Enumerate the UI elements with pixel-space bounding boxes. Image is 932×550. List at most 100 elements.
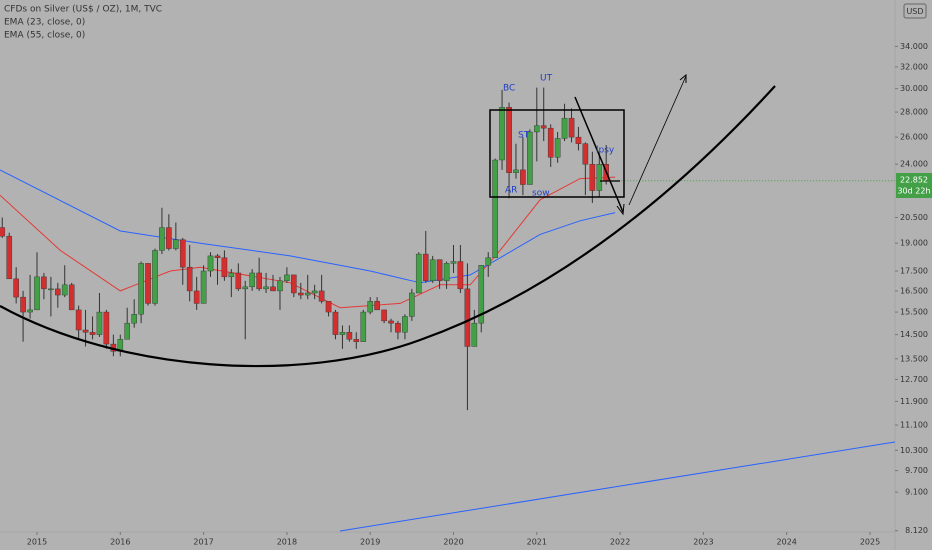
candle-body (534, 125, 540, 133)
candle-body (415, 253, 422, 294)
candle-body (89, 332, 96, 335)
candle-body (492, 159, 498, 258)
candle-body (575, 136, 582, 144)
y-tick-label: 13.500 (900, 354, 928, 363)
y-tick-label: 8.120 (905, 526, 928, 535)
candle-body (527, 131, 533, 185)
projection-arrow (628, 75, 687, 206)
y-tick-label: 28.000 (900, 108, 928, 117)
candle-body (75, 309, 82, 331)
y-tick-label: 20.500 (900, 213, 928, 222)
candle-body (304, 292, 311, 296)
y-tick-label: 34.000 (900, 42, 928, 51)
candle-body (422, 253, 429, 282)
candle-body (152, 250, 158, 304)
candle-body (284, 274, 290, 282)
x-tick-label: 2023 (693, 538, 713, 547)
candle-body (173, 239, 179, 249)
candle-body (353, 339, 360, 342)
y-tick-label: 11.100 (900, 420, 928, 429)
candle-body (34, 276, 40, 311)
candle-body (325, 301, 332, 313)
y-tick-label: 19.000 (900, 239, 928, 248)
y-tick-label: 17.500 (900, 267, 928, 276)
candle-body (214, 255, 221, 258)
candle-body (388, 320, 394, 324)
candle-body (499, 107, 505, 161)
legend-entry: EMA (23, close, 0) (4, 18, 85, 28)
candle-body (409, 292, 415, 317)
y-tick-label: 16.500 (900, 286, 928, 295)
annotation: UT (540, 74, 553, 84)
candle-body (249, 272, 255, 288)
candle-body (464, 288, 471, 347)
candle-body (96, 311, 103, 335)
chart-title: CFDs on Silver (US$ / OZ), 1M, TVC (4, 5, 162, 15)
last-price: 22.852 (900, 176, 928, 185)
legend-entry: EMA (55, close, 0) (4, 31, 85, 41)
y-tick-label: 30.000 (900, 84, 928, 93)
x-tick-label: 2019 (360, 538, 380, 547)
candle-body (55, 288, 61, 296)
candle-body (277, 280, 283, 292)
candle-body (0, 227, 6, 237)
x-tick-label: 2015 (27, 538, 47, 547)
candle-body (381, 309, 387, 322)
candle-body (263, 286, 269, 290)
y-tick-label: 26.000 (900, 133, 928, 142)
candle-body (367, 301, 373, 313)
candle-body (443, 263, 450, 282)
x-tick-label: 2020 (443, 538, 463, 547)
candle-body (242, 286, 249, 290)
candle-body (582, 143, 589, 165)
x-tick-label: 2018 (277, 538, 297, 547)
candle-body (166, 227, 172, 249)
candle-body (48, 288, 54, 291)
x-tick-label: 2024 (777, 538, 797, 547)
y-tick-label: 32.000 (900, 62, 928, 71)
candle-body (159, 227, 165, 251)
trend-line (574, 96, 624, 213)
x-tick-label: 2016 (110, 538, 130, 547)
candle-body (457, 261, 464, 290)
candle-body (138, 263, 144, 315)
candle-body (520, 169, 526, 185)
candle-body (291, 274, 297, 294)
y-tick-label: 24.000 (900, 160, 928, 169)
y-tick-label: 14.500 (900, 330, 928, 339)
candle-body (485, 257, 492, 266)
annotation: lpsy (596, 146, 615, 156)
candle-body (193, 290, 200, 304)
candle-body (82, 329, 89, 333)
candle-body (20, 296, 26, 313)
y-tick-label: 9.700 (905, 466, 928, 475)
annotation: ST (518, 131, 530, 141)
candle-body (270, 286, 276, 292)
candle-body (568, 117, 575, 138)
candle-body (68, 284, 75, 311)
candle-body (131, 314, 138, 324)
candle-body (179, 239, 186, 268)
candle-body (228, 272, 235, 278)
candle-body (589, 163, 596, 191)
candle-body (221, 257, 228, 278)
long-trend-line (339, 441, 896, 532)
candle-body (450, 261, 457, 264)
arrow-head (679, 73, 687, 83)
annotation: AR (505, 186, 517, 196)
candle-body (429, 259, 436, 282)
x-tick-label: 2017 (193, 538, 213, 547)
annotation: BC (503, 84, 515, 94)
candle-body (145, 263, 151, 304)
candle-body (561, 117, 568, 139)
y-tick-label: 10.300 (900, 446, 928, 455)
range-box (489, 109, 625, 198)
candle-body (374, 301, 380, 311)
last-price-box (896, 173, 932, 198)
arrow-head (616, 203, 625, 216)
candle-body (61, 284, 68, 296)
candle-body (6, 235, 13, 280)
candle-body (402, 316, 408, 333)
candle-body (547, 127, 554, 158)
candle-body (298, 292, 304, 296)
